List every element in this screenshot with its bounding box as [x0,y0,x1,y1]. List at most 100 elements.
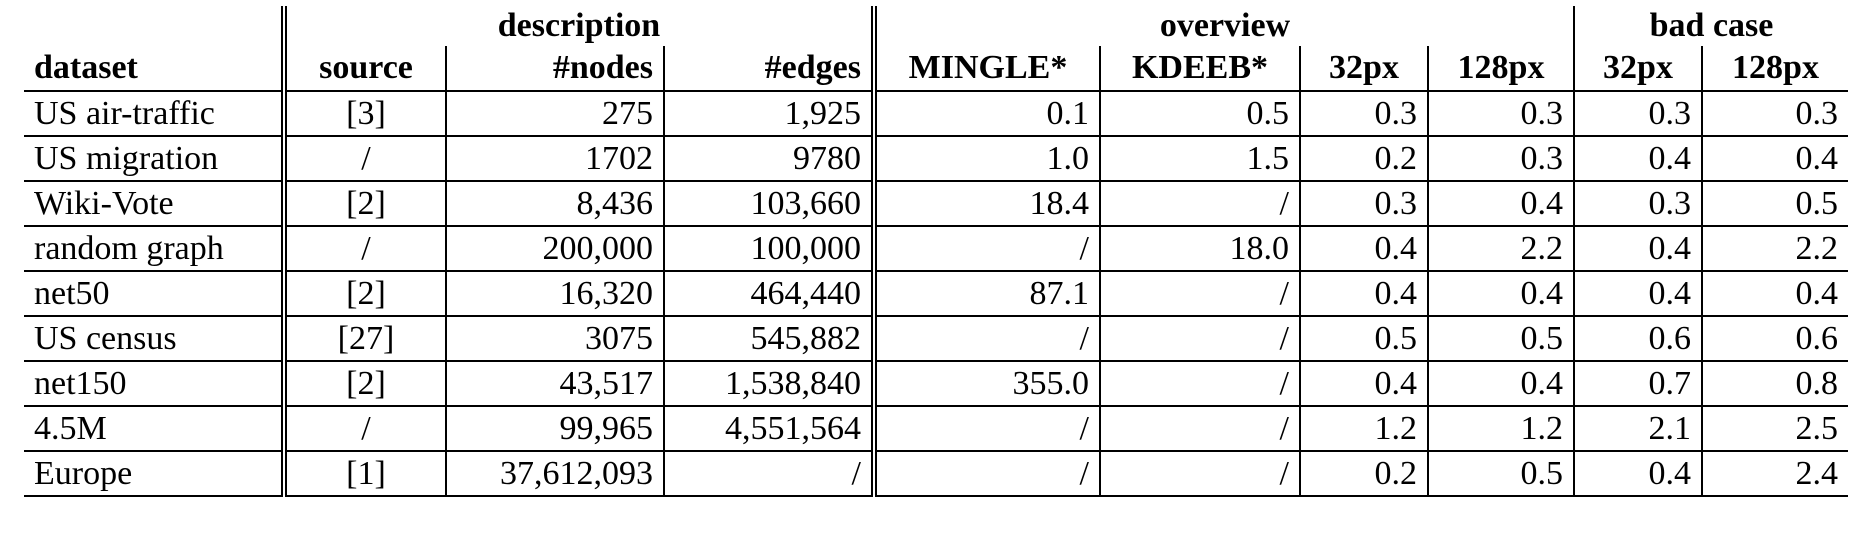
cell-badcase-32px: 0.4 [1574,136,1703,182]
cell-mingle: 18.4 [874,181,1101,227]
top-crop-edge [0,0,1872,4]
group-header-overview: overview [874,6,1575,46]
group-header-blank [24,6,287,46]
results-table: description overview bad case dataset so… [24,6,1848,497]
cell-badcase-128px: 0.8 [1702,361,1848,407]
cell-dataset: 4.5M [24,406,287,452]
cell-dataset: random graph [24,226,287,272]
cell-kdeeb: / [1100,451,1301,497]
cell-dataset: US migration [24,136,287,182]
cell-mingle: 87.1 [874,271,1101,317]
cell-kdeeb: / [1100,361,1301,407]
cell-badcase-128px: 2.5 [1702,406,1848,452]
cell-source: / [284,136,447,182]
table-row: random graph/200,000 100,000/18.0 0.4 2.2 0.… [24,226,1848,272]
cell-dataset: Wiki-Vote [24,181,287,227]
cell-edges: 9780 [664,136,877,182]
cell-kdeeb: / [1100,316,1301,362]
cell-nodes: 16,320 [446,271,665,317]
table-body: US air-traffic [3] 275 1,925 0.1 0.5 0.3 0.3 0.3… [24,91,1848,497]
cell-overview-128px: 1.2 [1428,406,1575,452]
cell-overview-32px: 0.4 [1300,226,1429,272]
col-header-dataset: dataset [24,46,287,92]
cell-source: / [284,406,447,452]
cell-nodes: 37,612,093 [446,451,665,497]
cell-overview-128px: 0.4 [1428,271,1575,317]
cell-nodes: 43,517 [446,361,665,407]
cell-overview-32px: 1.2 [1300,406,1429,452]
col-header-nodes: #nodes [446,46,665,92]
cell-overview-128px: 2.2 [1428,226,1575,272]
cell-overview-32px: 0.5 [1300,316,1429,362]
cell-source: / [284,226,447,272]
cell-overview-32px: 0.2 [1300,451,1429,497]
cell-badcase-32px: 0.4 [1574,271,1703,317]
cell-badcase-32px: 2.1 [1574,406,1703,452]
cell-source: [1] [284,451,447,497]
cell-mingle: / [874,451,1101,497]
cell-source: [3] [284,91,447,137]
col-header-badcase-32px: 32px [1574,46,1703,92]
cell-overview-128px: 0.5 [1428,451,1575,497]
cell-badcase-128px: 0.4 [1702,271,1848,317]
cell-kdeeb: 1.5 [1100,136,1301,182]
cell-badcase-32px: 0.3 [1574,181,1703,227]
cell-kdeeb: / [1100,271,1301,317]
cell-mingle: / [874,226,1101,272]
cell-overview-128px: 0.5 [1428,316,1575,362]
cell-edges: 103,660 [664,181,877,227]
cell-nodes: 8,436 [446,181,665,227]
group-header-description: description [284,6,877,46]
table-row: US migration/1702 9780 1.0 1.5 0.2 0.3 0.4 0.4 [24,136,1848,182]
cell-badcase-128px: 0.3 [1702,91,1848,137]
cell-edges: 4,551,564 [664,406,877,452]
cell-dataset: net150 [24,361,287,407]
cell-source: [27] [284,316,447,362]
cell-mingle: 355.0 [874,361,1101,407]
cell-edges: 545,882 [664,316,877,362]
cell-nodes: 3075 [446,316,665,362]
cell-nodes: 275 [446,91,665,137]
cell-overview-32px: 0.4 [1300,361,1429,407]
cell-overview-32px: 0.3 [1300,181,1429,227]
cell-badcase-128px: 2.4 [1702,451,1848,497]
col-header-source: source [284,46,447,92]
cell-edges: 1,925 [664,91,877,137]
cell-overview-128px: 0.3 [1428,136,1575,182]
cell-kdeeb: 18.0 [1100,226,1301,272]
table-row: US census [27] 3075 545,882//0.5 0.5 0.6 0.6 [24,316,1848,362]
cell-edges: 1,538,840 [664,361,877,407]
cell-kdeeb: 0.5 [1100,91,1301,137]
table-row: US air-traffic [3] 275 1,925 0.1 0.5 0.3 0.3 0.3… [24,91,1848,137]
col-header-overview-128px: 128px [1428,46,1575,92]
cell-mingle: / [874,316,1101,362]
table-row: Europe [1] 37,612,093///0.2 0.5 0.4 2.4 [24,451,1848,497]
cell-overview-32px: 0.2 [1300,136,1429,182]
cell-source: [2] [284,361,447,407]
cell-badcase-32px: 0.4 [1574,226,1703,272]
cell-badcase-128px: 0.5 [1702,181,1848,227]
cell-badcase-128px: 0.4 [1702,136,1848,182]
table-row: net150 [2] 43,517 1,538,840 355.0/0.4 0.4 0.7 0… [24,361,1848,407]
cell-overview-128px: 0.4 [1428,181,1575,227]
col-header-mingle: MINGLE* [874,46,1101,92]
group-header-row: description overview bad case [24,6,1848,46]
cell-mingle: 1.0 [874,136,1101,182]
column-header-row: dataset source #nodes #edges MINGLE* KDE… [24,46,1848,92]
cell-mingle: / [874,406,1101,452]
cell-overview-128px: 0.3 [1428,91,1575,137]
cell-kdeeb: / [1100,406,1301,452]
cell-source: [2] [284,271,447,317]
cell-nodes: 200,000 [446,226,665,272]
table-row: 4.5M/99,965 4,551,564//1.2 1.2 2.1 2.5 [24,406,1848,452]
cell-badcase-32px: 0.7 [1574,361,1703,407]
cell-dataset: US census [24,316,287,362]
col-header-overview-32px: 32px [1300,46,1429,92]
cell-badcase-128px: 0.6 [1702,316,1848,362]
group-header-bad-case: bad case [1649,7,1774,44]
table-row: Wiki-Vote [2] 8,436 103,660 18.4/0.3 0.4 0.3 0.… [24,181,1848,227]
cell-badcase-32px: 0.4 [1574,451,1703,497]
cell-mingle: 0.1 [874,91,1101,137]
cell-badcase-32px: 0.3 [1574,91,1703,137]
cell-kdeeb: / [1100,181,1301,227]
